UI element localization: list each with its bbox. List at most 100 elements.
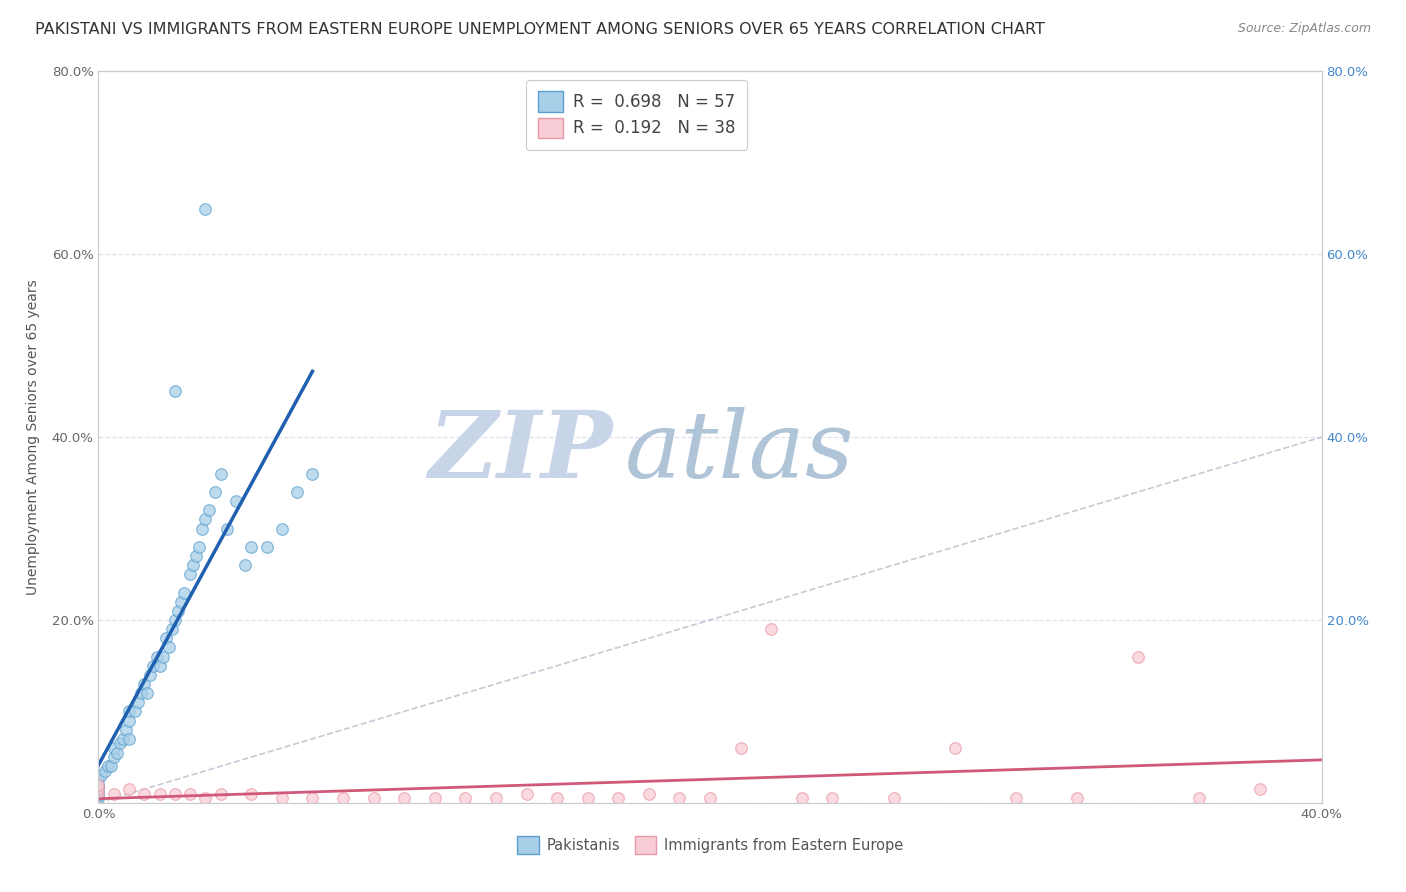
Point (270, 521, 292, 535)
Point (111, 731, 134, 746)
Text: atlas: atlas (624, 407, 853, 497)
Point (115, 723, 138, 737)
Point (759, 622, 782, 636)
Point (87, 772, 110, 787)
Point (87, 778, 110, 792)
Point (1066, 791, 1088, 805)
Point (155, 632, 177, 646)
Point (240, 787, 263, 801)
Point (87, 789, 110, 803)
Text: PAKISTANI VS IMMIGRANTS FROM EASTERN EUROPE UNEMPLOYMENT AMONG SENIORS OVER 65 Y: PAKISTANI VS IMMIGRANTS FROM EASTERN EUR… (35, 22, 1045, 37)
Point (118, 782, 141, 797)
Point (1188, 791, 1211, 805)
Point (546, 791, 568, 805)
Point (163, 613, 186, 627)
Point (194, 512, 217, 526)
Point (270, 791, 292, 805)
Point (118, 714, 141, 728)
Point (576, 791, 599, 805)
Point (152, 649, 174, 664)
Point (179, 567, 201, 582)
Point (191, 521, 214, 535)
Point (136, 686, 159, 700)
Point (1249, 782, 1271, 797)
Text: ZIP: ZIP (427, 407, 612, 497)
Point (134, 787, 156, 801)
Y-axis label: Unemployment Among Seniors over 65 years: Unemployment Among Seniors over 65 years (27, 279, 41, 595)
Point (87, 787, 110, 801)
Point (186, 549, 208, 563)
Point (129, 686, 152, 700)
Point (97, 759, 120, 773)
Point (145, 649, 167, 664)
Point (209, 467, 232, 481)
Point (118, 705, 141, 719)
Point (108, 736, 131, 750)
Point (87, 791, 110, 805)
Point (204, 485, 226, 500)
Point (1004, 791, 1026, 805)
Point (423, 791, 446, 805)
Point (215, 521, 238, 535)
Point (157, 640, 180, 655)
Point (454, 791, 477, 805)
Point (142, 658, 165, 673)
Point (163, 787, 186, 801)
Point (301, 467, 323, 481)
Point (637, 787, 661, 801)
Point (392, 791, 416, 805)
Point (516, 787, 538, 801)
Point (194, 202, 217, 216)
Text: Source: ZipAtlas.com: Source: ZipAtlas.com (1237, 22, 1371, 36)
Point (332, 791, 354, 805)
Point (87, 780, 110, 794)
Point (105, 746, 128, 760)
Point (485, 791, 508, 805)
Point (134, 677, 156, 691)
Point (103, 750, 125, 764)
Point (160, 622, 183, 636)
Point (170, 594, 193, 608)
Point (163, 384, 186, 399)
Point (363, 791, 385, 805)
Point (87, 782, 110, 797)
Point (225, 494, 247, 508)
Point (668, 791, 690, 805)
Point (127, 695, 149, 709)
Point (179, 787, 201, 801)
Legend: Pakistanis, Immigrants from Eastern Europe: Pakistanis, Immigrants from Eastern Euro… (510, 829, 910, 862)
Point (149, 787, 172, 801)
Point (149, 658, 172, 673)
Point (209, 787, 232, 801)
Point (256, 540, 278, 554)
Point (103, 740, 125, 755)
Point (181, 558, 204, 573)
Point (730, 740, 752, 755)
Point (883, 791, 905, 805)
Point (87, 785, 110, 799)
Point (124, 705, 146, 719)
Point (194, 791, 217, 805)
Point (943, 740, 966, 755)
Point (197, 503, 219, 517)
Point (240, 540, 263, 554)
Point (790, 791, 813, 805)
Point (188, 540, 211, 554)
Point (821, 791, 844, 805)
Point (103, 787, 125, 801)
Point (87, 787, 110, 801)
Point (173, 585, 195, 599)
Point (87, 778, 110, 792)
Point (301, 791, 323, 805)
Point (93, 764, 115, 778)
Point (100, 759, 122, 773)
Point (1128, 649, 1150, 664)
Point (90, 768, 112, 782)
Point (87, 782, 110, 797)
Point (699, 791, 721, 805)
Point (118, 731, 141, 746)
Point (233, 558, 256, 573)
Point (167, 604, 190, 618)
Point (139, 667, 162, 681)
Point (607, 791, 630, 805)
